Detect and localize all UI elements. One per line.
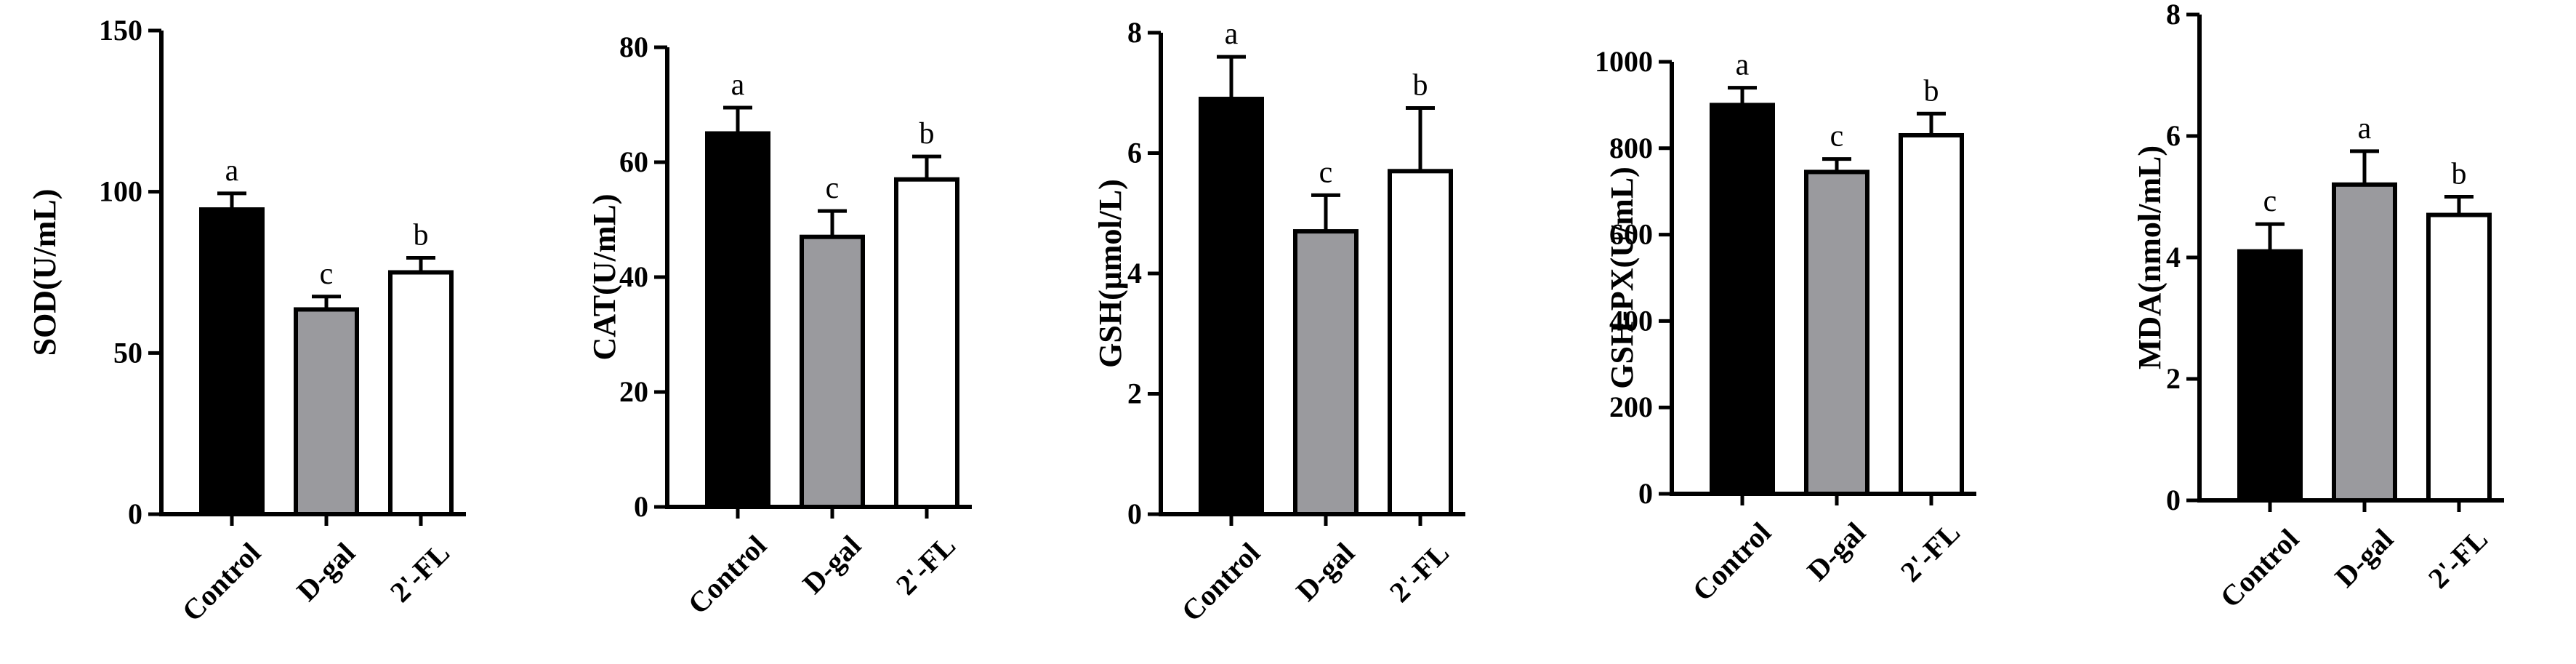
category-label: Control [1686,516,1778,607]
significance-label: b [1413,68,1428,102]
category-label: 2'-FL [2422,522,2494,594]
y-tick-label: 200 [1609,391,1653,423]
category-label: D-gal [1289,536,1361,607]
y-tick-label: 4 [2166,241,2181,273]
category-label: D-gal [2328,522,2399,593]
bar [2332,182,2397,503]
y-axis-title: MDA(nmol/mL) [2132,145,2168,369]
y-tick-label: 2 [2166,362,2181,395]
bar [2426,212,2492,503]
y-tick-label: 0 [1638,477,1653,510]
significance-label: a [1225,17,1239,51]
y-tick-label: 0 [1127,497,1142,530]
category-label: D-gal [290,536,361,607]
y-axis-title: GSH-PX(U/mL) [1604,167,1640,389]
category-label: 2'-FL [890,529,962,601]
y-tick-label: 60 [619,145,648,178]
y-axis-title: CAT(U/mL) [587,194,622,361]
y-tick-label: 600 [1609,218,1653,251]
y-tick-label: 100 [99,175,142,208]
y-tick-label: 400 [1609,304,1653,337]
significance-label: a [1736,49,1750,82]
significance-label: c [826,172,840,205]
significance-label: c [320,257,334,291]
y-tick-label: 50 [113,336,142,369]
bar [1899,132,1964,496]
category-label: 2'-FL [1894,516,1966,588]
y-tick-label: 0 [634,490,648,523]
significance-label: c [1319,156,1333,189]
bar [1388,169,1453,516]
bar [2237,249,2303,503]
category-label: 2'-FL [1383,536,1455,608]
significance-label: c [1830,120,1844,153]
bar [894,177,959,509]
y-tick-label: 8 [2166,0,2181,31]
y-tick-label: 80 [619,31,648,63]
y-tick-label: 6 [2166,119,2181,152]
category-label: Control [2214,522,2306,614]
category-label: Control [682,529,773,620]
y-axis-title: GSH(μmol/L) [1092,179,1128,368]
y-tick-label: 1000 [1595,45,1653,78]
y-tick-label: 0 [128,497,142,530]
bar [388,270,454,516]
bar [1804,169,1869,496]
category-label: D-gal [796,529,867,600]
category-label: D-gal [1800,516,1872,587]
significance-label: b [414,219,429,252]
y-tick-label: 8 [1127,16,1142,49]
bar [800,234,865,509]
bar [1293,229,1359,516]
significance-label: b [2452,158,2467,191]
significance-label: b [1924,74,1939,108]
y-tick-label: 800 [1609,132,1653,164]
y-axis-title: SOD(U/mL) [27,189,63,356]
y-tick-label: 150 [99,14,142,47]
significance-label: a [225,154,239,188]
significance-label: a [2358,112,2372,145]
y-tick-label: 0 [2166,484,2181,516]
y-tick-label: 6 [1127,137,1142,169]
category-label: Control [176,536,267,628]
bar [294,307,359,516]
bar [199,207,265,516]
y-tick-label: 40 [619,260,648,293]
y-tick-label: 4 [1127,257,1142,289]
bar [705,131,770,509]
significance-label: c [2263,185,2277,218]
category-label: 2'-FL [384,536,456,608]
bar [1710,103,1775,496]
bar [1199,97,1264,516]
category-label: Control [1175,536,1267,628]
y-tick-label: 20 [619,375,648,408]
y-tick-label: 2 [1127,377,1142,410]
significance-label: a [731,68,745,102]
significance-label: b [919,117,935,151]
